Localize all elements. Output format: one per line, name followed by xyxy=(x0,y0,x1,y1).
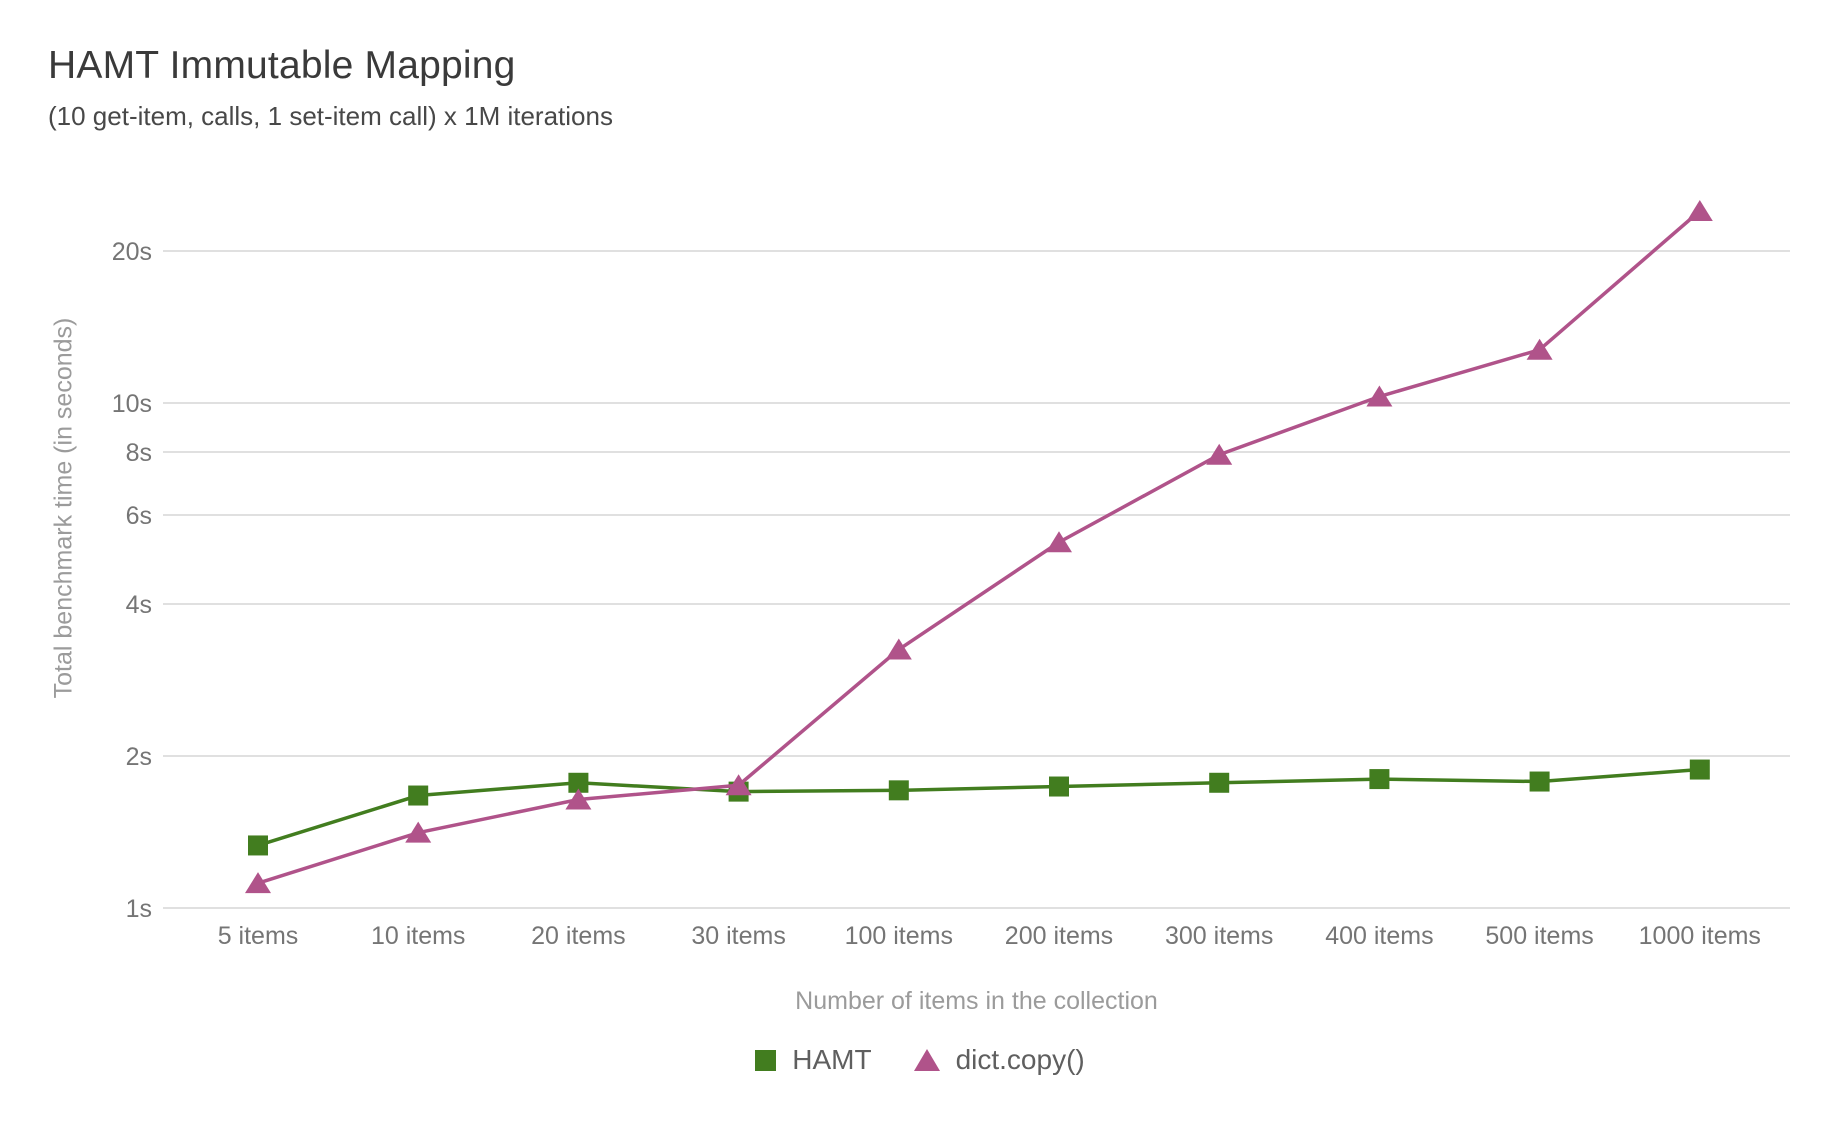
x-tick-label: 10 items xyxy=(371,922,465,950)
data-point-triangle xyxy=(1366,385,1393,407)
data-point-triangle xyxy=(725,774,752,796)
data-point-triangle xyxy=(1046,531,1072,553)
data-point-triangle xyxy=(1686,199,1713,221)
y-tick-label: 6s xyxy=(126,502,152,530)
y-tick-label: 8s xyxy=(126,439,152,467)
data-point-square xyxy=(1369,769,1390,790)
y-tick-label: 2s xyxy=(126,743,152,771)
y-tick-label: 4s xyxy=(126,591,152,619)
x-tick-label: 200 items xyxy=(1005,922,1113,950)
x-tick-label: 5 items xyxy=(218,922,299,950)
legend-item-dict-copy: dict.copy() xyxy=(913,1044,1085,1076)
data-point-triangle xyxy=(1206,443,1233,465)
data-point-triangle xyxy=(405,821,432,843)
x-tick-label: 100 items xyxy=(845,922,953,950)
x-tick-label: 1000 items xyxy=(1639,922,1761,950)
x-tick-label: 500 items xyxy=(1485,922,1593,950)
x-tick-label: 30 items xyxy=(691,922,785,950)
y-axis-title: Total benchmark time (in seconds) xyxy=(49,317,78,699)
data-point-square xyxy=(888,780,909,801)
data-point-square xyxy=(1529,771,1550,792)
chart-title: HAMT Immutable Mapping xyxy=(48,44,516,87)
data-point-triangle xyxy=(565,788,592,810)
data-point-triangle xyxy=(1526,338,1553,360)
y-tick-label: 10s xyxy=(112,390,152,418)
dict-copy-triangle-swatch-icon xyxy=(913,1049,940,1071)
data-point-triangle xyxy=(885,638,912,660)
legend-item-hamt: HAMT xyxy=(755,1044,872,1076)
data-point-square xyxy=(248,835,268,856)
x-tick-label: 20 items xyxy=(531,922,625,950)
series-line-dict.copy() xyxy=(257,209,1701,885)
data-point-square xyxy=(568,772,589,793)
data-point-square xyxy=(408,785,429,806)
x-axis-title: Number of items in the collection xyxy=(795,987,1158,1015)
legend-label-dict-copy: dict.copy() xyxy=(955,1044,1085,1075)
series-line-HAMT xyxy=(257,767,1700,848)
y-tick-label: 1s xyxy=(126,895,152,923)
legend-label-hamt: HAMT xyxy=(792,1044,872,1075)
legend: HAMT dict.copy() xyxy=(0,1044,1840,1076)
data-point-triangle xyxy=(245,872,271,894)
data-point-square xyxy=(1209,772,1230,793)
data-point-square xyxy=(1049,776,1069,797)
y-tick-label: 20s xyxy=(112,238,152,266)
x-tick-label: 400 items xyxy=(1325,922,1433,950)
x-tick-label: 300 items xyxy=(1165,922,1273,950)
data-point-square xyxy=(1689,759,1710,780)
hamt-square-swatch-icon xyxy=(755,1049,777,1071)
chart-subtitle: (10 get-item, calls, 1 set-item call) x … xyxy=(48,101,613,131)
